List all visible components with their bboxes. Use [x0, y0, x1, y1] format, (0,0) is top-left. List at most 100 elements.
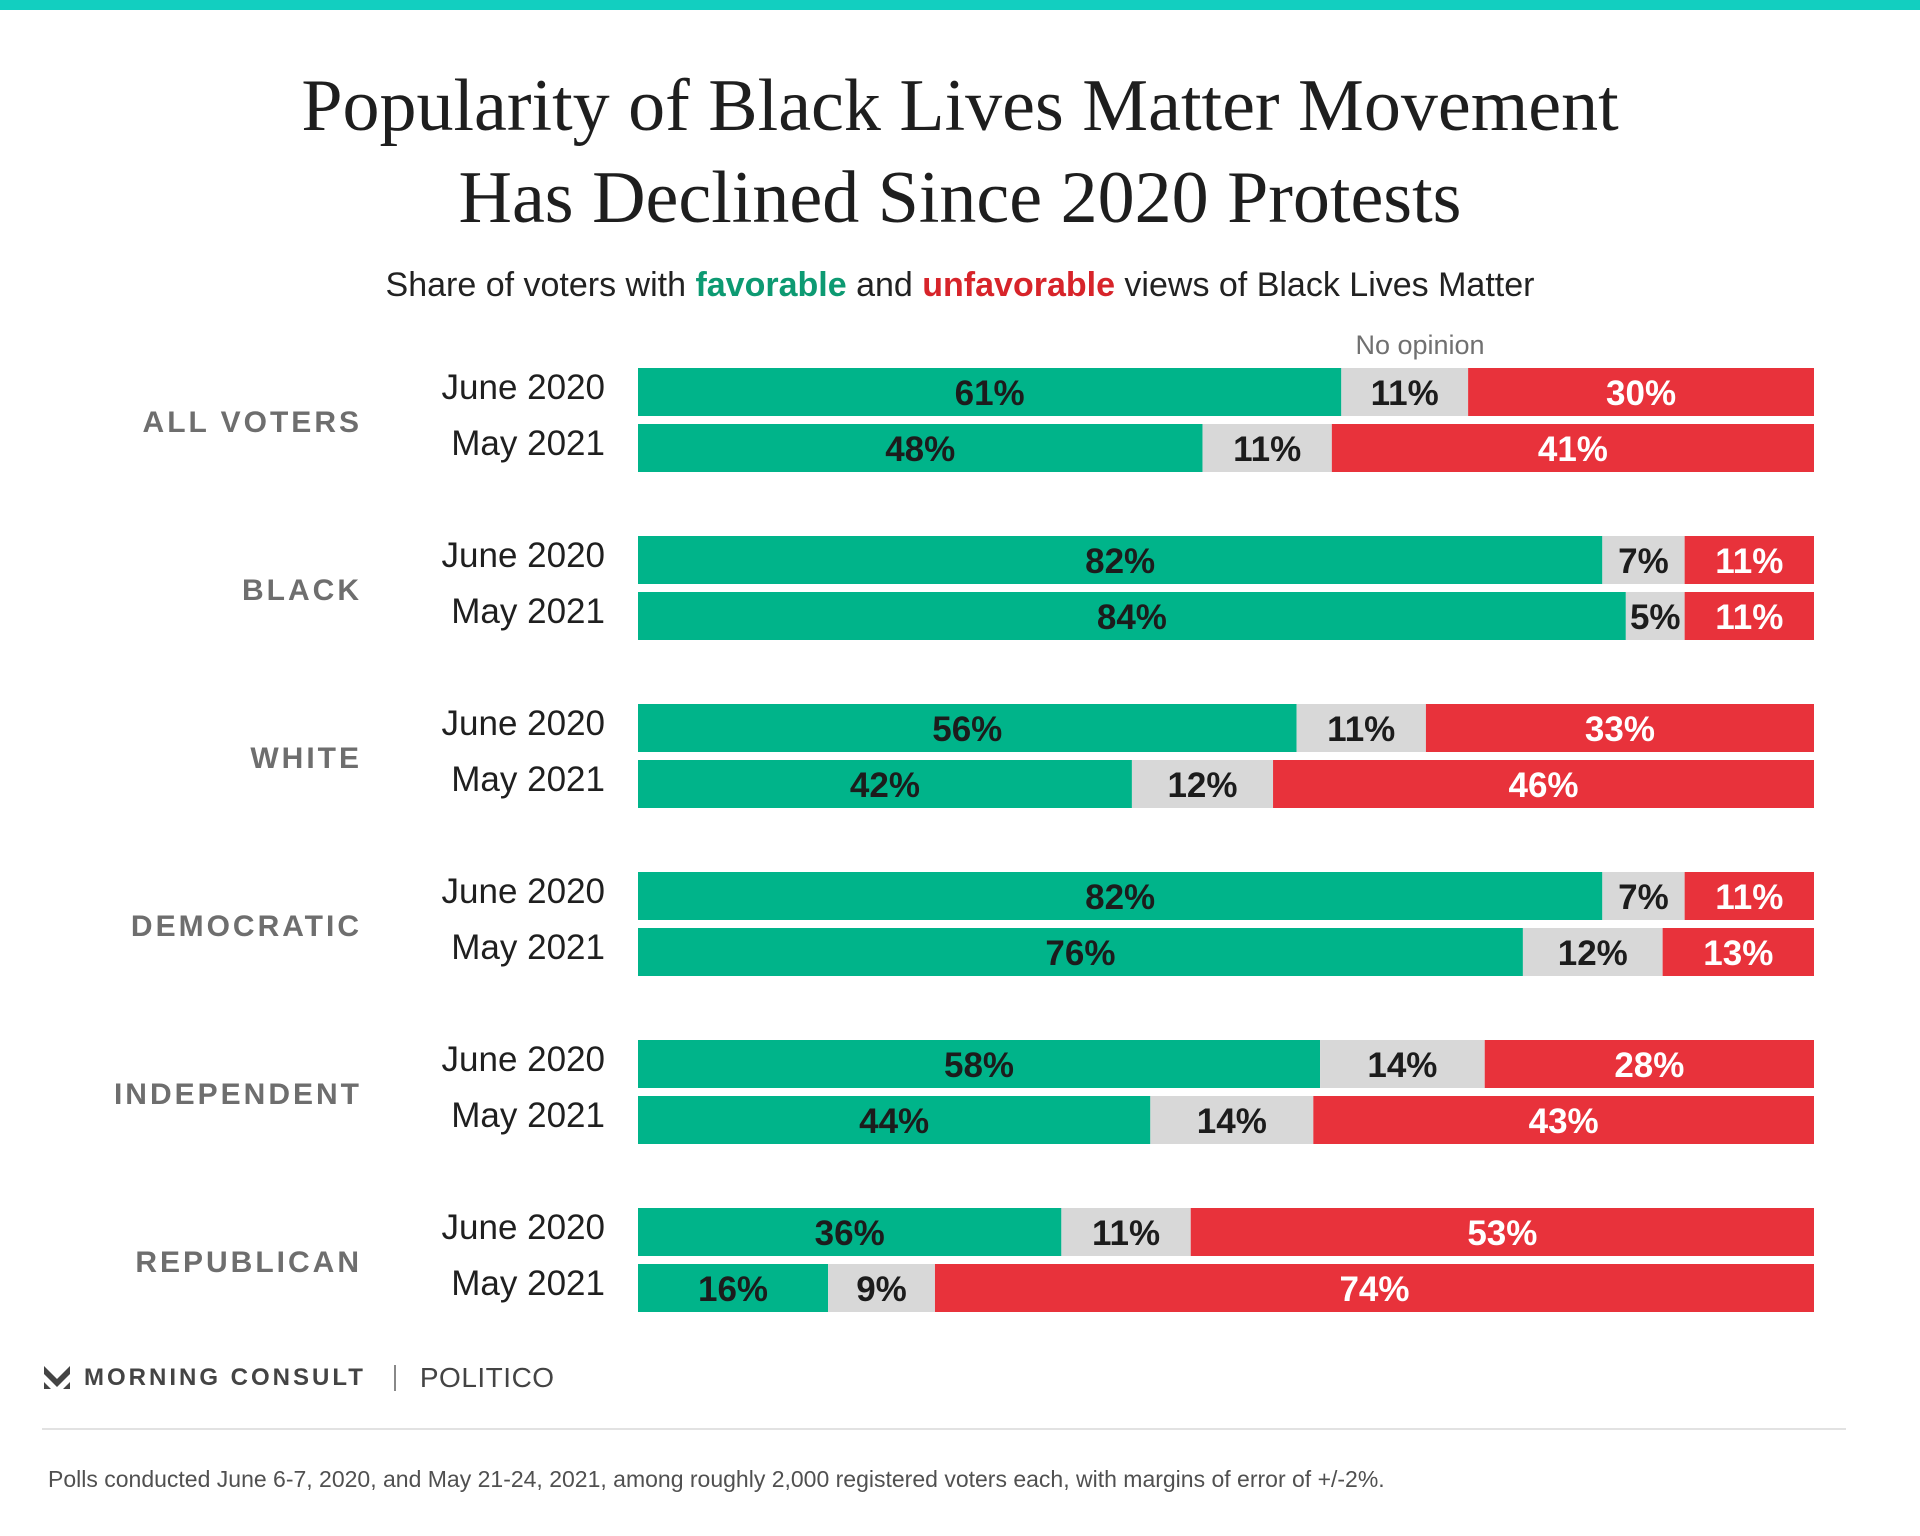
data-label-unfavorable: 11%	[1715, 542, 1783, 581]
row-period-label: May 2021	[451, 592, 605, 631]
partner-name: POLITICO	[419, 1362, 555, 1393]
group-label: INDEPENDENT	[114, 1078, 362, 1111]
data-label-no-opinion: 14%	[1197, 1102, 1267, 1141]
data-label-favorable: 56%	[932, 710, 1002, 749]
row-period-label: May 2021	[451, 928, 605, 967]
row-period-label: June 2020	[442, 872, 605, 911]
bar-segment-no-opinion	[1061, 1208, 1191, 1256]
brand-name: MORNING CONSULT	[84, 1364, 366, 1391]
data-label-unfavorable: 11%	[1715, 878, 1783, 917]
data-label-favorable: 36%	[815, 1214, 885, 1253]
group-label: REPUBLICAN	[135, 1246, 362, 1279]
bar-segment-unfavorable	[1484, 1040, 1814, 1088]
data-label-favorable: 16%	[698, 1270, 768, 1309]
row-period-label: May 2021	[451, 1264, 605, 1303]
data-label-no-opinion: 14%	[1367, 1046, 1437, 1085]
data-label-favorable: 61%	[955, 374, 1025, 413]
data-label-unfavorable: 53%	[1467, 1214, 1537, 1253]
bar-segment-unfavorable	[1273, 760, 1814, 808]
bar-segment-no-opinion	[1602, 872, 1685, 920]
subtitle-unfavorable: unfavorable	[922, 266, 1115, 304]
data-label-no-opinion: 11%	[1092, 1214, 1160, 1253]
data-label-no-opinion: 7%	[1618, 878, 1669, 917]
bar-segment-no-opinion	[1320, 1040, 1485, 1088]
group-label: DEMOCRATIC	[131, 910, 362, 943]
bar-segment-no-opinion	[1625, 592, 1685, 640]
bar-segment-no-opinion	[1131, 760, 1274, 808]
data-label-unfavorable: 13%	[1703, 934, 1773, 973]
bar-segment-favorable	[638, 1096, 1151, 1144]
data-label-no-opinion: 11%	[1327, 710, 1395, 749]
bar-segment-favorable	[638, 760, 1132, 808]
bar-segment-no-opinion	[1341, 368, 1469, 416]
bar-segment-favorable	[638, 1040, 1321, 1088]
bar-segment-no-opinion	[1602, 536, 1685, 584]
subtitle-mid: and	[846, 266, 923, 304]
row-period-label: June 2020	[442, 536, 605, 575]
bar-segment-no-opinion	[1150, 1096, 1314, 1144]
row-period-label: June 2020	[442, 368, 605, 407]
subtitle-pre: Share of voters with	[385, 266, 696, 304]
row-period-label: June 2020	[442, 704, 605, 743]
bar-segment-favorable	[638, 704, 1297, 752]
row-period-label: June 2020	[442, 1040, 605, 1079]
bar-segment-unfavorable	[934, 1264, 1814, 1312]
data-label-favorable: 42%	[850, 766, 920, 805]
data-label-unfavorable: 33%	[1585, 710, 1655, 749]
top-accent-bar	[0, 0, 1920, 10]
bar-segment-unfavorable	[1684, 592, 1814, 640]
bar-segment-unfavorable	[1468, 368, 1814, 416]
data-label-unfavorable: 30%	[1606, 374, 1676, 413]
data-label-favorable: 84%	[1097, 598, 1167, 637]
data-label-unfavorable: 74%	[1339, 1270, 1409, 1309]
bar-segment-unfavorable	[1425, 704, 1814, 752]
bar-segment-unfavorable	[1190, 1208, 1814, 1256]
logo-separator	[393, 1365, 396, 1391]
data-label-unfavorable: 46%	[1508, 766, 1578, 805]
row-period-label: May 2021	[451, 424, 605, 463]
bar-segment-favorable	[638, 872, 1603, 920]
data-label-favorable: 58%	[944, 1046, 1014, 1085]
bar-segment-favorable	[638, 1264, 829, 1312]
data-label-no-opinion: 11%	[1233, 430, 1301, 469]
data-label-favorable: 82%	[1085, 542, 1155, 581]
data-label-no-opinion: 12%	[1558, 934, 1628, 973]
bar-segment-favorable	[638, 536, 1603, 584]
bar-segment-favorable	[638, 368, 1342, 416]
bar-segment-no-opinion	[1522, 928, 1663, 976]
data-label-unfavorable: 11%	[1715, 598, 1783, 637]
bar-segment-unfavorable	[1313, 1096, 1814, 1144]
data-label-no-opinion: 7%	[1618, 542, 1669, 581]
data-label-no-opinion: 5%	[1630, 598, 1681, 637]
title-line-2: Has Declined Since 2020 Protests	[458, 157, 1462, 239]
bar-segment-favorable	[638, 592, 1626, 640]
bar-segment-favorable	[638, 1208, 1062, 1256]
no-opinion-annotation: No opinion	[1355, 330, 1484, 360]
data-label-no-opinion: 9%	[856, 1270, 907, 1309]
footnote: Polls conducted June 6-7, 2020, and May …	[48, 1466, 1385, 1492]
subtitle-favorable: favorable	[695, 266, 847, 304]
subtitle-post: views of Black Lives Matter	[1114, 266, 1535, 304]
row-period-label: May 2021	[451, 760, 605, 799]
group-label: ALL VOTERS	[143, 406, 362, 439]
bar-segment-unfavorable	[1684, 536, 1814, 584]
data-label-unfavorable: 41%	[1538, 430, 1608, 469]
row-period-label: May 2021	[451, 1096, 605, 1135]
morning-consult-logo-icon	[44, 1366, 70, 1389]
data-label-no-opinion: 12%	[1167, 766, 1237, 805]
bar-segment-no-opinion	[828, 1264, 935, 1312]
footer-divider	[42, 1428, 1846, 1430]
group-label: BLACK	[242, 574, 362, 607]
chart-title: Popularity of Black Lives Matter Movemen…	[0, 60, 1920, 244]
data-label-unfavorable: 28%	[1614, 1046, 1684, 1085]
group-label: WHITE	[250, 742, 362, 775]
bar-segment-favorable	[638, 424, 1203, 472]
row-period-label: June 2020	[442, 1208, 605, 1247]
bar-segment-no-opinion	[1296, 704, 1426, 752]
data-label-favorable: 76%	[1045, 934, 1115, 973]
title-line-1: Popularity of Black Lives Matter Movemen…	[301, 65, 1619, 147]
stacked-bar-chart: No opinion ALL VOTERS June 2020 61% 11% 30% Ma…	[114, 330, 1814, 1312]
data-label-unfavorable: 43%	[1529, 1102, 1599, 1141]
data-label-favorable: 48%	[885, 430, 955, 469]
bar-segment-no-opinion	[1202, 424, 1332, 472]
